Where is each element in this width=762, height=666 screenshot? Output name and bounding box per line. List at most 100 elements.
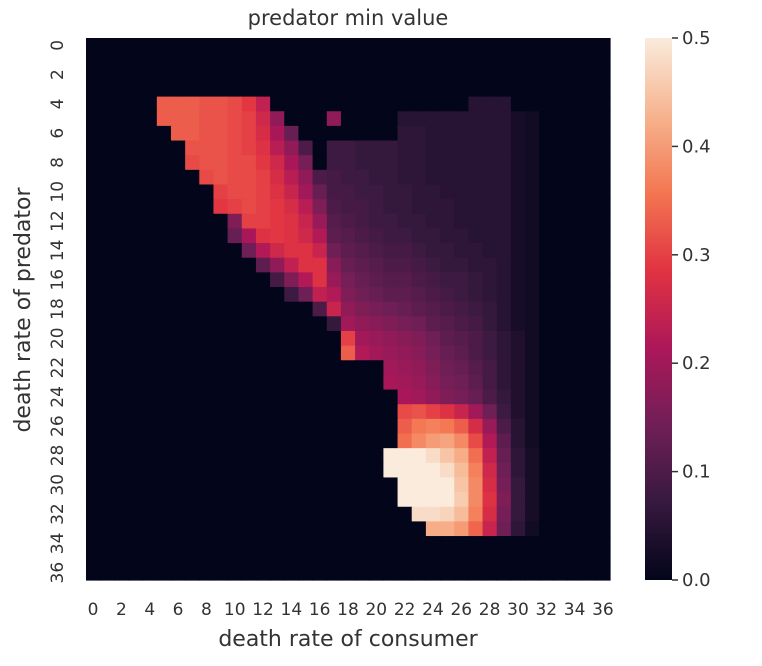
x-tick-label: 2 [116,600,127,620]
heatmap-cell [581,418,597,435]
heatmap-cell [255,345,271,361]
heatmap-cell [525,111,540,127]
heatmap-cell [553,345,569,361]
heatmap-cell [355,155,370,171]
heatmap-cell [170,155,186,171]
heatmap-cell [411,52,427,68]
y-tick-label: 2 [48,69,68,80]
heatmap-cell [553,184,569,200]
heatmap-cell [255,287,271,303]
x-tick-label: 14 [281,600,303,620]
heatmap-cell [326,257,342,273]
heatmap-cell [185,272,200,288]
heatmap-cell [227,257,243,273]
heatmap-cell [440,448,455,464]
heatmap-cell [270,272,285,288]
heatmap-cell [454,374,469,391]
heatmap-cell [185,550,200,566]
heatmap-cell [581,462,597,479]
heatmap-cell [114,38,130,54]
heatmap-cell [440,111,455,127]
heatmap-cell [213,52,229,68]
heatmap-cell [170,418,186,435]
heatmap-cell [142,316,158,332]
heatmap-cell [454,301,469,317]
heatmap-cell [227,213,243,230]
heatmap-cell [454,125,469,142]
heatmap-cell [100,301,115,317]
heatmap-cell [284,536,300,552]
heatmap-cell [114,228,130,244]
heatmap-cell [355,243,370,259]
heatmap-cell [482,477,498,493]
heatmap-cell [383,38,399,54]
heatmap-cell [255,506,271,523]
heatmap-cell [142,228,158,244]
heatmap-cell [114,111,130,127]
heatmap-cell [539,521,554,537]
heatmap-cell [369,565,384,581]
heatmap-cell [270,374,285,391]
heatmap-cell [326,404,342,420]
heatmap-cell [128,536,144,552]
heatmap-cell [326,155,342,171]
heatmap-cell [510,462,526,479]
heatmap-cell [284,287,300,303]
heatmap-cell [525,213,540,230]
heatmap-cell [227,345,243,361]
heatmap-cell [581,316,597,332]
heatmap-cell [468,404,484,420]
heatmap-cell [326,316,342,332]
heatmap-cell [199,433,215,449]
heatmap-cell [185,506,200,523]
heatmap-cell [553,521,569,537]
heatmap-cell [355,96,370,112]
heatmap-cell [567,536,583,552]
heatmap-cell [340,418,356,435]
heatmap-cell [86,199,101,215]
heatmap-cell [369,536,384,552]
heatmap-cell [468,96,484,112]
heatmap-cell [241,169,257,186]
heatmap-cell [567,213,583,230]
heatmap-cell [326,111,342,127]
heatmap-cell [553,477,569,493]
heatmap-cell [100,287,115,303]
heatmap-cell [128,433,144,449]
heatmap-cell [595,536,611,552]
heatmap-cell [595,565,611,581]
heatmap-cell [567,81,583,98]
heatmap-cell [326,448,342,464]
heatmap-cell [128,550,144,566]
heatmap-cell [355,389,370,405]
heatmap-cell [539,389,554,405]
heatmap-cell [213,96,229,112]
heatmap-cell [213,272,229,288]
heatmap-cell [440,433,455,449]
heatmap-cell [425,521,441,537]
heatmap-cell [255,81,271,98]
heatmap-cell [86,111,101,127]
heatmap-cell [581,389,597,405]
heatmap-cell [595,81,611,98]
heatmap-cell [369,272,384,288]
heatmap-cell [142,81,158,98]
heatmap-cell [227,521,243,537]
heatmap-cell [496,81,512,98]
heatmap-cell [86,272,101,288]
heatmap-cell [199,345,215,361]
heatmap-cell [595,140,611,156]
heatmap-cell [241,81,257,98]
heatmap-cell [326,433,342,449]
heatmap-cell [468,38,484,54]
heatmap-cell [425,345,441,361]
heatmap-cell [355,316,370,332]
heatmap-cell [255,565,271,581]
heatmap-cell [595,272,611,288]
heatmap-cell [128,492,144,508]
heatmap-cell [496,140,512,156]
heatmap-cell [468,316,484,332]
heatmap-cell [241,448,257,464]
heatmap-cell [525,448,540,464]
heatmap-cell [397,213,413,230]
